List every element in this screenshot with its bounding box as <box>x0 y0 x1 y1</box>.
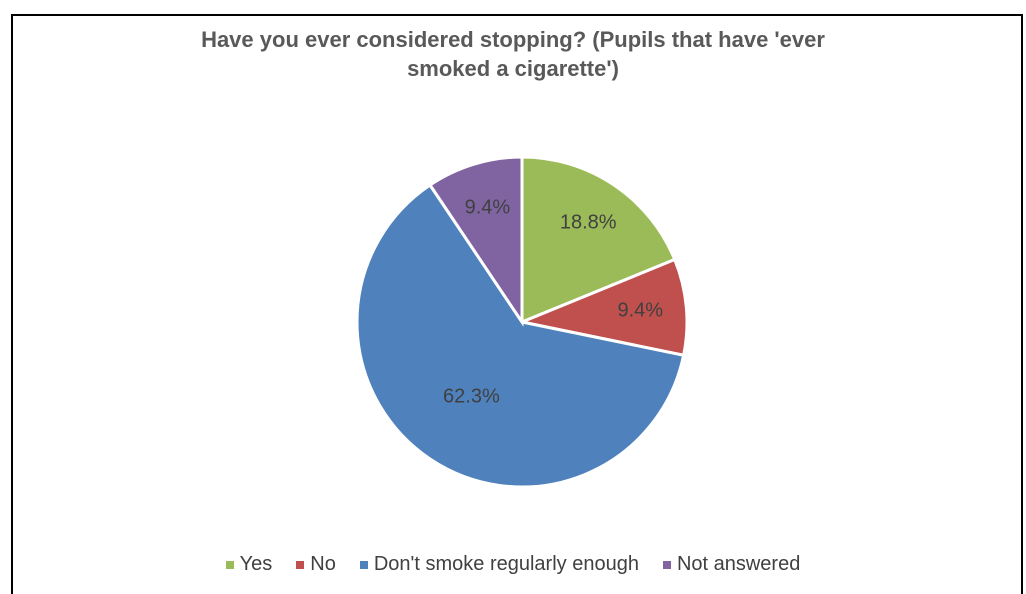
legend-item-no: No <box>296 553 336 576</box>
legend-swatch <box>662 560 671 569</box>
data-label-don-t-smoke-regularly-enough: 62.3% <box>443 386 500 408</box>
legend-label: No <box>310 553 336 575</box>
chart-title: Have you ever considered stopping? (Pupi… <box>0 25 1026 83</box>
pie-slice-don-t-smoke-regularly-enough <box>355 182 686 489</box>
legend-item-yes: Yes <box>225 553 273 576</box>
pie-slice-not-answered <box>427 155 524 327</box>
data-label-not-answered: 9.4% <box>465 197 511 219</box>
legend-item-not-answered: Not answered <box>662 553 801 576</box>
chart-title-line-2: smoked a cigarette') <box>407 56 619 81</box>
data-label-no: 9.4% <box>617 299 663 321</box>
legend-label: Don't smoke regularly enough <box>373 553 639 575</box>
pie-slice-yes <box>520 155 677 325</box>
legend-swatch <box>296 560 305 569</box>
legend-swatch <box>225 560 234 569</box>
legend-swatch <box>359 560 368 569</box>
legend-label: Not answered <box>676 553 801 575</box>
data-label-yes: 18.8% <box>560 212 617 234</box>
legend-item-don-t-smoke-regularly-enough: Don't smoke regularly enough <box>359 553 639 576</box>
pie-slice-no <box>516 257 689 358</box>
legend: Yes No Don't smoke regularly enough Not ans… <box>0 553 1026 576</box>
chart-title-line-1: Have you ever considered stopping? (Pupi… <box>201 27 825 52</box>
legend-label: Yes <box>239 553 273 575</box>
